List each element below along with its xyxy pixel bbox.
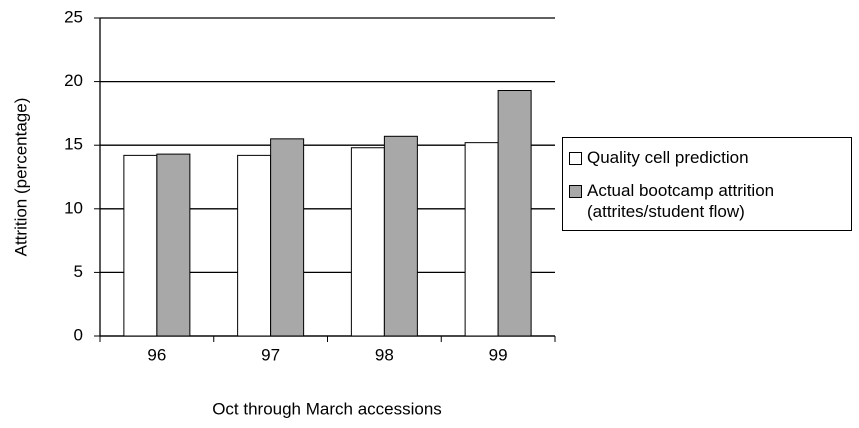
bar bbox=[156, 153, 191, 337]
y-tick-label: 20 bbox=[64, 71, 83, 90]
x-tick-label: 96 bbox=[147, 345, 166, 364]
bar bbox=[383, 135, 418, 337]
y-tick-label: 10 bbox=[64, 198, 83, 217]
bar bbox=[270, 138, 305, 337]
y-tick-label: 15 bbox=[64, 135, 83, 154]
legend: Quality cell prediction Actual bootcamp a… bbox=[562, 137, 852, 231]
x-axis-title: Oct through March accessions bbox=[212, 399, 442, 418]
legend-item: Actual bootcamp attrition (attrites/stud… bbox=[567, 180, 847, 222]
bar bbox=[237, 154, 272, 337]
bar bbox=[497, 90, 532, 337]
bar bbox=[350, 147, 385, 337]
bar bbox=[464, 142, 499, 337]
bar bbox=[123, 154, 158, 337]
legend-label: Actual bootcamp attrition (attrites/stud… bbox=[587, 181, 775, 221]
legend-label: Quality cell prediction bbox=[587, 148, 749, 167]
legend-swatch bbox=[569, 185, 582, 198]
y-tick-label: 25 bbox=[64, 7, 83, 26]
legend-swatch bbox=[569, 152, 582, 165]
x-tick-label: 99 bbox=[489, 345, 508, 364]
y-tick-label: 0 bbox=[74, 325, 83, 344]
y-tick-label: 5 bbox=[74, 262, 83, 281]
y-axis-title: Attrition (percentage) bbox=[11, 98, 30, 257]
legend-item: Quality cell prediction bbox=[567, 147, 847, 168]
x-tick-label: 98 bbox=[375, 345, 394, 364]
x-tick-label: 97 bbox=[261, 345, 280, 364]
